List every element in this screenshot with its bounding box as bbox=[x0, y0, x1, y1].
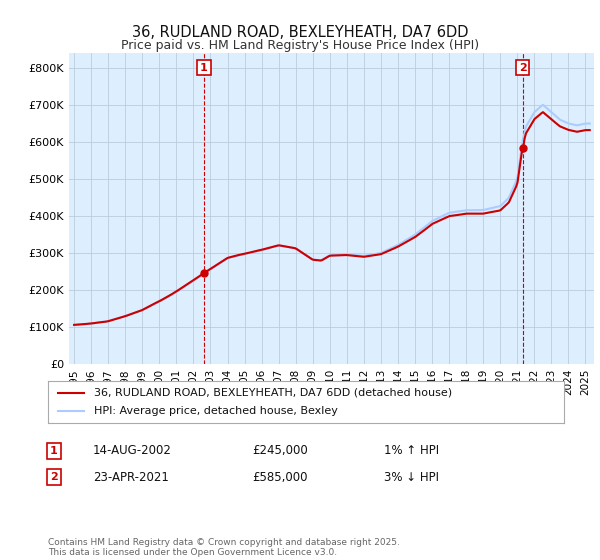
Text: Price paid vs. HM Land Registry's House Price Index (HPI): Price paid vs. HM Land Registry's House … bbox=[121, 39, 479, 52]
Text: 1% ↑ HPI: 1% ↑ HPI bbox=[384, 444, 439, 458]
Text: Contains HM Land Registry data © Crown copyright and database right 2025.
This d: Contains HM Land Registry data © Crown c… bbox=[48, 538, 400, 557]
Text: £585,000: £585,000 bbox=[252, 470, 308, 484]
Text: £245,000: £245,000 bbox=[252, 444, 308, 458]
Text: HPI: Average price, detached house, Bexley: HPI: Average price, detached house, Bexl… bbox=[94, 406, 338, 416]
Text: 1: 1 bbox=[200, 63, 208, 73]
Text: 2: 2 bbox=[50, 472, 58, 482]
Text: 36, RUDLAND ROAD, BEXLEYHEATH, DA7 6DD (detached house): 36, RUDLAND ROAD, BEXLEYHEATH, DA7 6DD (… bbox=[94, 388, 452, 398]
Text: 1: 1 bbox=[50, 446, 58, 456]
Text: 3% ↓ HPI: 3% ↓ HPI bbox=[384, 470, 439, 484]
Text: 14-AUG-2002: 14-AUG-2002 bbox=[93, 444, 172, 458]
Text: 36, RUDLAND ROAD, BEXLEYHEATH, DA7 6DD: 36, RUDLAND ROAD, BEXLEYHEATH, DA7 6DD bbox=[132, 25, 468, 40]
Text: 2: 2 bbox=[519, 63, 526, 73]
Text: 23-APR-2021: 23-APR-2021 bbox=[93, 470, 169, 484]
